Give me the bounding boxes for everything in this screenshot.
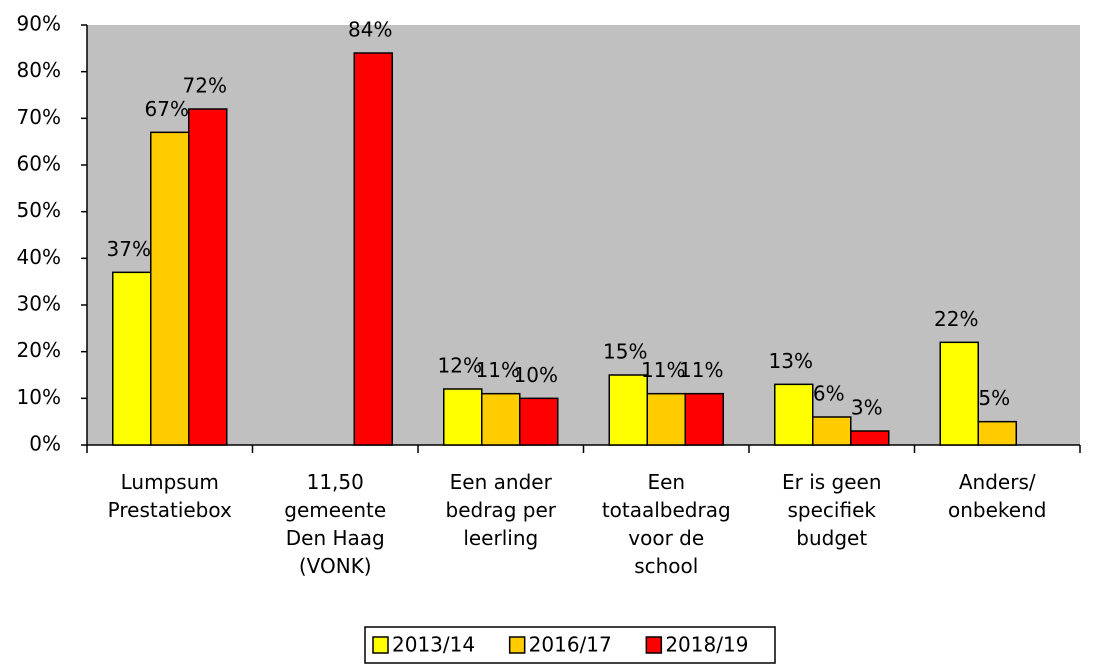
x-tick-label: Anders/ onbekend <box>948 470 1047 522</box>
plot-area <box>87 25 1080 445</box>
data-label: 6% <box>813 382 845 406</box>
legend-label: 2018/19 <box>665 633 748 657</box>
y-tick-label: 0% <box>29 432 61 456</box>
data-label: 22% <box>934 307 978 331</box>
data-label: 11% <box>476 358 520 382</box>
bar <box>112 271 152 446</box>
x-tick-label: Een totaalbedrag voor de school <box>601 470 731 578</box>
data-label: 5% <box>978 386 1010 410</box>
legend-box <box>364 626 776 664</box>
data-label: 72% <box>183 74 227 98</box>
y-tick-label: 40% <box>17 245 61 269</box>
y-tick-label: 30% <box>17 292 61 316</box>
bar <box>188 108 228 446</box>
bar <box>608 374 648 446</box>
bar <box>977 420 1017 446</box>
data-label: 11% <box>641 358 685 382</box>
legend-label: 2013/14 <box>392 633 475 657</box>
bar <box>150 131 190 446</box>
bar <box>774 383 814 446</box>
bar <box>812 416 852 446</box>
y-tick-label: 10% <box>17 385 61 409</box>
x-tick-label: Een ander bedrag per leerling <box>445 470 556 550</box>
bar <box>443 388 483 446</box>
legend-swatch <box>508 636 526 654</box>
bar <box>684 392 724 446</box>
data-label: 15% <box>603 340 647 364</box>
bar <box>353 52 393 446</box>
legend-swatch <box>372 636 389 654</box>
bar <box>939 341 979 446</box>
y-tick-label: 80% <box>17 58 61 82</box>
data-label: 3% <box>851 396 883 420</box>
data-label: 37% <box>107 237 151 261</box>
data-label: 13% <box>769 349 813 373</box>
bar <box>519 397 559 446</box>
bar <box>481 392 521 446</box>
x-tick-label: Lumpsum Prestatiebox <box>107 470 232 522</box>
bar <box>850 430 890 446</box>
data-label: 10% <box>514 363 558 387</box>
data-label: 67% <box>145 97 189 121</box>
y-tick-label: 60% <box>17 152 61 176</box>
x-tick-label: 11,50 gemeente Den Haag (VONK) <box>284 470 387 578</box>
data-label: 11% <box>679 358 723 382</box>
y-tick-label: 70% <box>17 105 61 129</box>
y-tick-label: 50% <box>17 198 61 222</box>
legend-swatch <box>645 636 663 654</box>
data-label: 12% <box>438 354 482 378</box>
legend-label: 2016/17 <box>529 633 612 657</box>
x-tick-label: Er is geen specifiek budget <box>781 470 882 550</box>
y-tick-label: 20% <box>17 338 61 362</box>
bar <box>646 392 686 446</box>
data-label: 84% <box>348 18 392 42</box>
y-tick-label: 90% <box>17 12 61 36</box>
